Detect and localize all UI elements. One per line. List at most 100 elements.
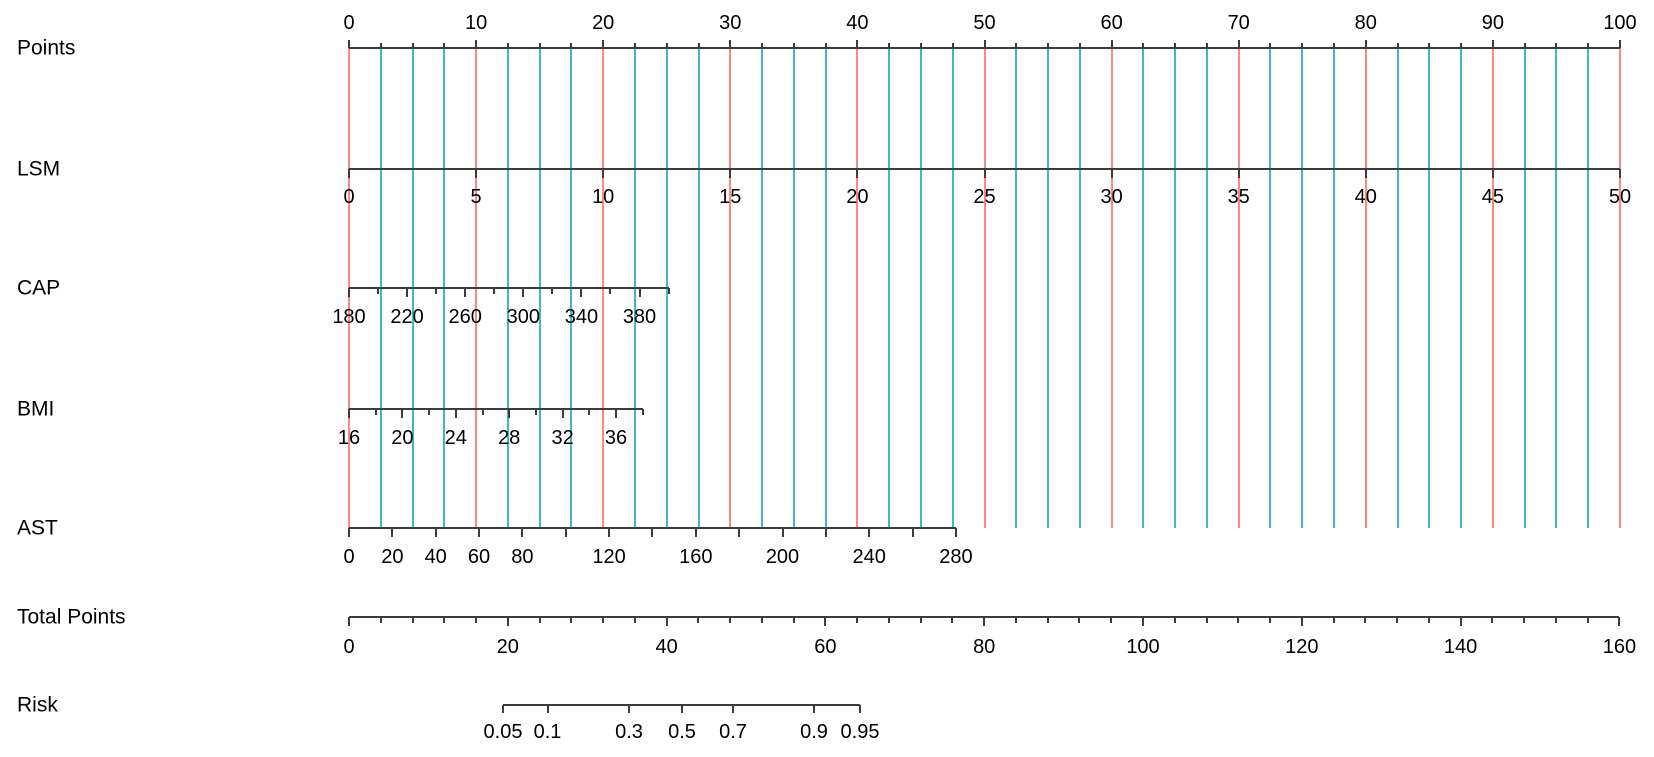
axis-tick-cap xyxy=(377,288,380,294)
axis-tick-total-points xyxy=(1142,617,1144,626)
axis-tick-bmi xyxy=(481,409,484,415)
stripe-teal xyxy=(951,48,954,528)
tick-label-bmi: 16 xyxy=(337,427,361,449)
axis-tick-bmi xyxy=(561,409,564,418)
axis-tick-cap xyxy=(464,288,467,297)
tick-label-ast: 200 xyxy=(765,546,800,568)
axis-tick-points xyxy=(951,43,954,48)
tick-label-cap: 260 xyxy=(448,306,482,328)
axis-tick-total-points xyxy=(951,617,954,623)
tick-label-lsm: 25 xyxy=(973,186,996,208)
axis-tick-lsm xyxy=(1110,169,1113,178)
axis-tick-ast xyxy=(868,528,871,537)
stripe-teal xyxy=(1460,48,1463,528)
axis-tick-points xyxy=(1078,43,1081,48)
stripe-teal xyxy=(1301,48,1304,528)
tick-label-total-points: 20 xyxy=(496,636,519,658)
stripe-teal xyxy=(1205,48,1208,528)
stripe-red xyxy=(1237,48,1240,528)
tick-label-lsm: 5 xyxy=(470,186,482,208)
axis-tick-total-points xyxy=(570,617,573,623)
axis-tick-points xyxy=(633,43,636,48)
tick-label-points: 70 xyxy=(1227,12,1250,34)
stripe-red xyxy=(1491,48,1494,528)
stripe-red xyxy=(1619,48,1621,528)
axis-tick-points xyxy=(348,40,350,48)
axis-tick-ast xyxy=(478,528,481,537)
axis-tick-total-points xyxy=(506,617,509,626)
stripe-teal xyxy=(824,48,827,528)
axis-tick-points xyxy=(792,43,795,48)
axis-tick-total-points xyxy=(1332,617,1335,623)
stripe-red xyxy=(729,48,732,528)
stripe-teal xyxy=(1269,48,1272,528)
axis-tick-total-points xyxy=(379,617,382,623)
axis-tick-points xyxy=(506,43,509,48)
stripe-teal xyxy=(1333,48,1336,528)
axis-tick-total-points xyxy=(1078,617,1081,623)
axis-tick-points xyxy=(1205,43,1208,48)
tick-label-lsm: 30 xyxy=(1100,186,1123,208)
axis-tick-total-points xyxy=(1364,617,1367,623)
axis-tick-cap xyxy=(667,288,670,294)
axis-tick-bmi xyxy=(508,409,511,418)
axis-tick-total-points xyxy=(475,617,478,623)
axis-tick-total-points xyxy=(697,617,700,623)
tick-label-points: 10 xyxy=(464,12,488,34)
axis-tick-risk xyxy=(502,705,504,713)
axis-tick-points xyxy=(1237,40,1240,48)
tick-label-risk: 0.05 xyxy=(483,721,523,743)
axis-tick-bmi xyxy=(428,409,431,415)
tick-label-ast: 40 xyxy=(424,546,447,568)
tick-label-total-points: 140 xyxy=(1443,636,1478,658)
tick-label-points: 30 xyxy=(719,12,742,34)
tick-label-total-points: 60 xyxy=(814,636,837,658)
axis-tick-points xyxy=(475,40,478,48)
stripe-teal xyxy=(1587,48,1590,528)
axis-tick-total-points xyxy=(1618,617,1621,626)
stripe-red xyxy=(1110,48,1113,528)
axis-tick-points xyxy=(888,43,891,48)
tick-label-risk: 0.3 xyxy=(615,721,643,743)
axis-tick-risk xyxy=(813,705,815,713)
axis-tick-lsm xyxy=(983,169,986,178)
axis-tick-points xyxy=(856,40,859,48)
tick-label-lsm: 35 xyxy=(1227,186,1250,208)
axis-tick-lsm xyxy=(602,169,605,178)
tick-label-total-points: 0 xyxy=(343,636,355,658)
tick-label-ast: 80 xyxy=(511,546,534,568)
axis-tick-bmi xyxy=(534,409,537,415)
tick-label-bmi: 20 xyxy=(391,427,414,449)
axis-tick-cap xyxy=(493,288,496,294)
row-label-risk: Risk xyxy=(17,693,58,717)
axis-tick-total-points xyxy=(411,617,414,623)
axis-tick-points xyxy=(919,43,922,48)
axis-tick-bmi xyxy=(374,409,377,415)
axis-tick-ast xyxy=(521,528,524,537)
axis-tick-points xyxy=(1047,43,1050,48)
axis-tick-points xyxy=(1301,43,1304,48)
axis-tick-bmi xyxy=(641,409,644,415)
axis-tick-total-points xyxy=(1523,617,1526,623)
axis-tick-points xyxy=(1269,43,1272,48)
axis-tick-ast xyxy=(954,528,957,537)
axis-tick-total-points xyxy=(729,617,732,623)
axis-tick-bmi xyxy=(454,409,457,418)
tick-label-bmi: 36 xyxy=(604,427,628,449)
axis-tick-ast xyxy=(738,528,741,537)
axis-tick-points xyxy=(1555,43,1558,48)
stripe-teal xyxy=(1555,48,1558,528)
axis-tick-points xyxy=(729,40,732,48)
tick-label-bmi: 32 xyxy=(551,427,574,449)
tick-label-risk: 0.1 xyxy=(533,721,562,743)
axis-tick-points xyxy=(1619,40,1621,48)
tick-label-total-points: 120 xyxy=(1285,636,1319,658)
axis-tick-ast xyxy=(391,528,394,537)
axis-tick-total-points xyxy=(1586,617,1589,623)
axis-tick-points xyxy=(1110,40,1113,48)
tick-label-risk: 0.95 xyxy=(840,721,880,743)
row-label-points: Points xyxy=(17,36,76,60)
axis-tick-points xyxy=(411,43,414,48)
tick-label-points: 50 xyxy=(973,12,996,34)
